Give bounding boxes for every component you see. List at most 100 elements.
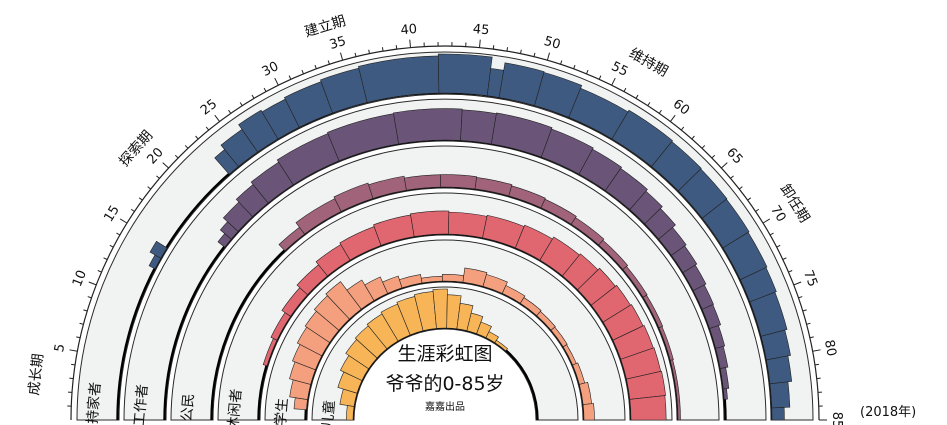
axis-minor-tick	[109, 244, 114, 248]
chart-title-line1: 生涯彩虹图	[397, 343, 492, 365]
axis-minor-tick	[802, 309, 807, 312]
axis-tick-label: 35	[328, 34, 348, 53]
axis-minor-tick	[395, 45, 398, 50]
axis-minor-tick	[138, 197, 143, 201]
axis-minor-tick	[680, 126, 685, 131]
axis-minor-tick	[288, 75, 292, 80]
axis-tick-label: 5	[52, 343, 68, 354]
chart-title-line2: 爷爷的0-85岁	[385, 373, 504, 395]
axis-minor-tick	[701, 145, 706, 149]
axis-minor-tick	[598, 75, 602, 80]
axis-tick-label: 25	[198, 97, 220, 119]
role-segment	[629, 395, 667, 421]
axis-minor-tick	[195, 135, 199, 140]
axis-major-tick	[409, 39, 411, 48]
axis-major-tick	[721, 162, 728, 169]
axis-minor-tick	[623, 87, 627, 92]
role-label: 工作者	[132, 384, 152, 425]
axis-minor-tick	[239, 102, 243, 106]
axis-tick-label: 50	[542, 34, 562, 53]
axis-minor-tick	[782, 257, 787, 260]
axis-minor-tick	[492, 45, 495, 50]
role-band-5: 学生	[264, 239, 626, 425]
chart-title-block: 生涯彩虹图 爷爷的0-85岁 嘉嘉出品	[385, 343, 504, 413]
axis-minor-tick	[83, 309, 88, 312]
axis-minor-tick	[301, 69, 304, 75]
axis-minor-tick	[755, 208, 760, 212]
axis-minor-tick	[769, 232, 774, 236]
axis-minor-tick	[738, 186, 743, 190]
role-band-4: 休闲者	[217, 192, 673, 425]
axis-minor-tick	[711, 154, 716, 159]
role-band-6: 儿童	[311, 286, 579, 425]
axis-minor-tick	[381, 47, 384, 52]
axis-minor-tick	[87, 296, 92, 299]
axis-tick-label: 70	[767, 203, 788, 225]
role-label: 休闲者	[225, 388, 245, 425]
axis-minor-tick	[658, 109, 662, 114]
axis-minor-tick	[586, 69, 589, 75]
role-segment	[437, 53, 493, 97]
stage-label: 成长期	[26, 353, 47, 397]
axis-minor-tick	[647, 102, 651, 106]
axis-minor-tick	[730, 175, 734, 179]
axis-minor-tick	[776, 244, 781, 248]
axis-tick-label: 10	[70, 268, 90, 289]
axis-minor-tick	[130, 208, 135, 212]
axis-major-tick	[119, 218, 128, 224]
role-label: 公民	[179, 393, 197, 422]
axis-minor-tick	[327, 60, 330, 65]
axis-minor-tick	[506, 47, 509, 52]
axis-minor-tick	[691, 135, 695, 140]
role-label: 儿童	[319, 400, 338, 425]
role-label: 持家者	[84, 381, 105, 424]
year-note: (2018年)	[860, 405, 916, 420]
axis-minor-tick	[76, 336, 81, 339]
axis-minor-tick	[635, 94, 639, 99]
axis-major-tick	[69, 349, 78, 352]
axis-minor-tick	[809, 336, 814, 339]
axis-minor-tick	[156, 175, 160, 179]
role-segment	[582, 403, 595, 421]
axis-minor-tick	[533, 52, 536, 57]
role-band-3: 公民	[170, 145, 720, 422]
role-segment	[669, 359, 681, 421]
role-segment	[393, 108, 463, 145]
axis-tick-label: 85	[829, 412, 844, 425]
role-band-2: 工作者	[123, 98, 767, 425]
role-bands: 持家者 工作者 公民 休闲者 学生 儿童	[76, 51, 814, 425]
role-segment	[410, 210, 450, 237]
axis-minor-tick	[520, 49, 522, 54]
axis-minor-tick	[788, 270, 793, 273]
axis-tick-label: 75	[800, 268, 820, 289]
axis-major-tick	[88, 281, 97, 286]
axis-minor-tick	[71, 363, 76, 366]
role-segment	[494, 339, 509, 352]
axis-major-tick	[611, 77, 616, 86]
chart-credit: 嘉嘉出品	[425, 400, 465, 413]
axis-tick-label: 40	[400, 22, 418, 38]
axis-minor-tick	[97, 270, 102, 273]
role-segment	[460, 109, 497, 145]
axis-minor-tick	[147, 186, 152, 190]
axis-minor-tick	[184, 145, 189, 149]
axis-tick-label: 80	[821, 339, 839, 358]
axis-minor-tick	[560, 60, 563, 65]
axis-minor-tick	[354, 52, 357, 57]
axis-minor-tick	[174, 154, 179, 159]
axis-minor-tick	[228, 109, 232, 114]
axis-major-tick	[546, 52, 551, 61]
axis-minor-tick	[79, 322, 84, 325]
axis-major-tick	[762, 218, 771, 224]
axis-tick-label: 65	[723, 145, 745, 167]
role-segment	[448, 211, 488, 239]
stage-label: 维持期	[626, 45, 670, 80]
axis-major-tick	[793, 281, 802, 286]
role-band-1: 持家者	[76, 51, 814, 425]
axis-major-tick	[479, 39, 481, 48]
axis-minor-tick	[368, 49, 370, 54]
axis-major-tick	[214, 114, 221, 122]
axis-minor-tick	[103, 257, 108, 260]
axis-minor-tick	[573, 64, 576, 69]
